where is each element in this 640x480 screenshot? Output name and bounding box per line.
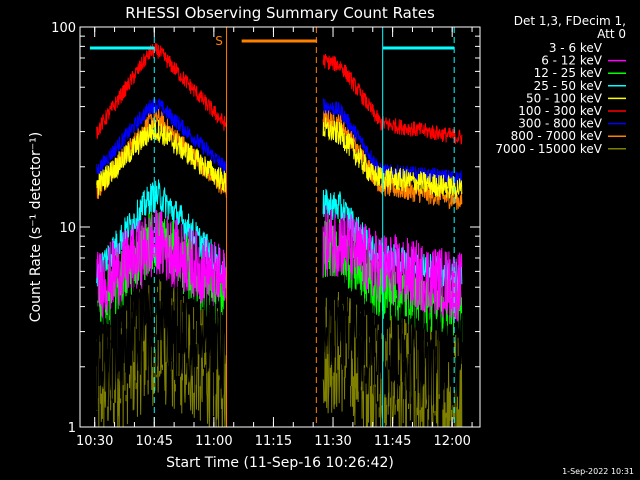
series-7000-15000-keV-segment-1 — [96, 279, 227, 428]
legend-label: 50 - 100 keV — [526, 91, 603, 105]
x-tick-label: 11:30 — [314, 434, 351, 449]
x-tick-label: 10:30 — [76, 434, 113, 449]
x-tick-label: 11:00 — [195, 434, 232, 449]
y-axis-label: Count Rate (s⁻¹ detector⁻¹) — [28, 132, 44, 322]
x-axis-label: Start Time (11-Sep-16 10:26:42) — [166, 455, 394, 471]
x-tick-label: 11:15 — [255, 434, 292, 449]
series-6-12-keV-segment-2 — [322, 205, 463, 322]
series-100-300-keV-segment-1 — [96, 42, 227, 140]
series-6-12-keV-segment-1 — [96, 209, 227, 319]
chart-title: RHESSI Observing Summary Count Rates — [125, 4, 435, 22]
series-layer — [96, 42, 463, 428]
y-tick-label: 100 — [51, 21, 76, 36]
series-3-6-keV-segment-2 — [322, 271, 463, 413]
legend-label: 800 - 7000 keV — [511, 129, 603, 143]
legend-label: 7000 - 15000 keV — [495, 142, 602, 156]
legend-label: 12 - 25 keV — [534, 66, 603, 80]
legend-header-line2: Att 0 — [597, 27, 626, 41]
legend-label: 300 - 800 keV — [518, 117, 602, 131]
legend-header-line1: Det 1,3, FDecim 1, — [514, 14, 626, 28]
legend-label: 3 - 6 keV — [549, 41, 603, 55]
y-axis-ticks: 1 10 100 — [51, 21, 480, 436]
legend-label: 100 - 300 keV — [518, 104, 602, 118]
legend-label: 25 - 50 keV — [534, 79, 603, 93]
x-tick-label: 11:45 — [374, 434, 411, 449]
series-50-100-keV-segment-2 — [322, 116, 463, 200]
marker-layer — [89, 27, 455, 427]
x-tick-label: 10:45 — [136, 434, 173, 449]
series-300-800-keV-segment-1 — [96, 98, 227, 175]
series-50-100-keV-segment-1 — [96, 119, 227, 196]
y-tick-label: 1 — [68, 421, 76, 436]
saa-label: S — [215, 34, 223, 48]
y-tick-label: 10 — [59, 221, 76, 236]
legend-label: 6 - 12 keV — [541, 54, 603, 68]
plot-area: 1 10 100 10:30 10:45 11:00 11:15 11:30 11:45 12:… — [51, 21, 481, 449]
series-100-300-keV-segment-2 — [322, 54, 463, 145]
x-axis-ticks: 10:30 10:45 11:00 11:15 11:30 11:45 12:00 — [76, 27, 473, 449]
generated-timestamp: 1-Sep-2022 10:31 — [562, 467, 634, 476]
x-tick-label: 12:00 — [433, 434, 470, 449]
series-3-6-keV-segment-1 — [96, 269, 227, 411]
